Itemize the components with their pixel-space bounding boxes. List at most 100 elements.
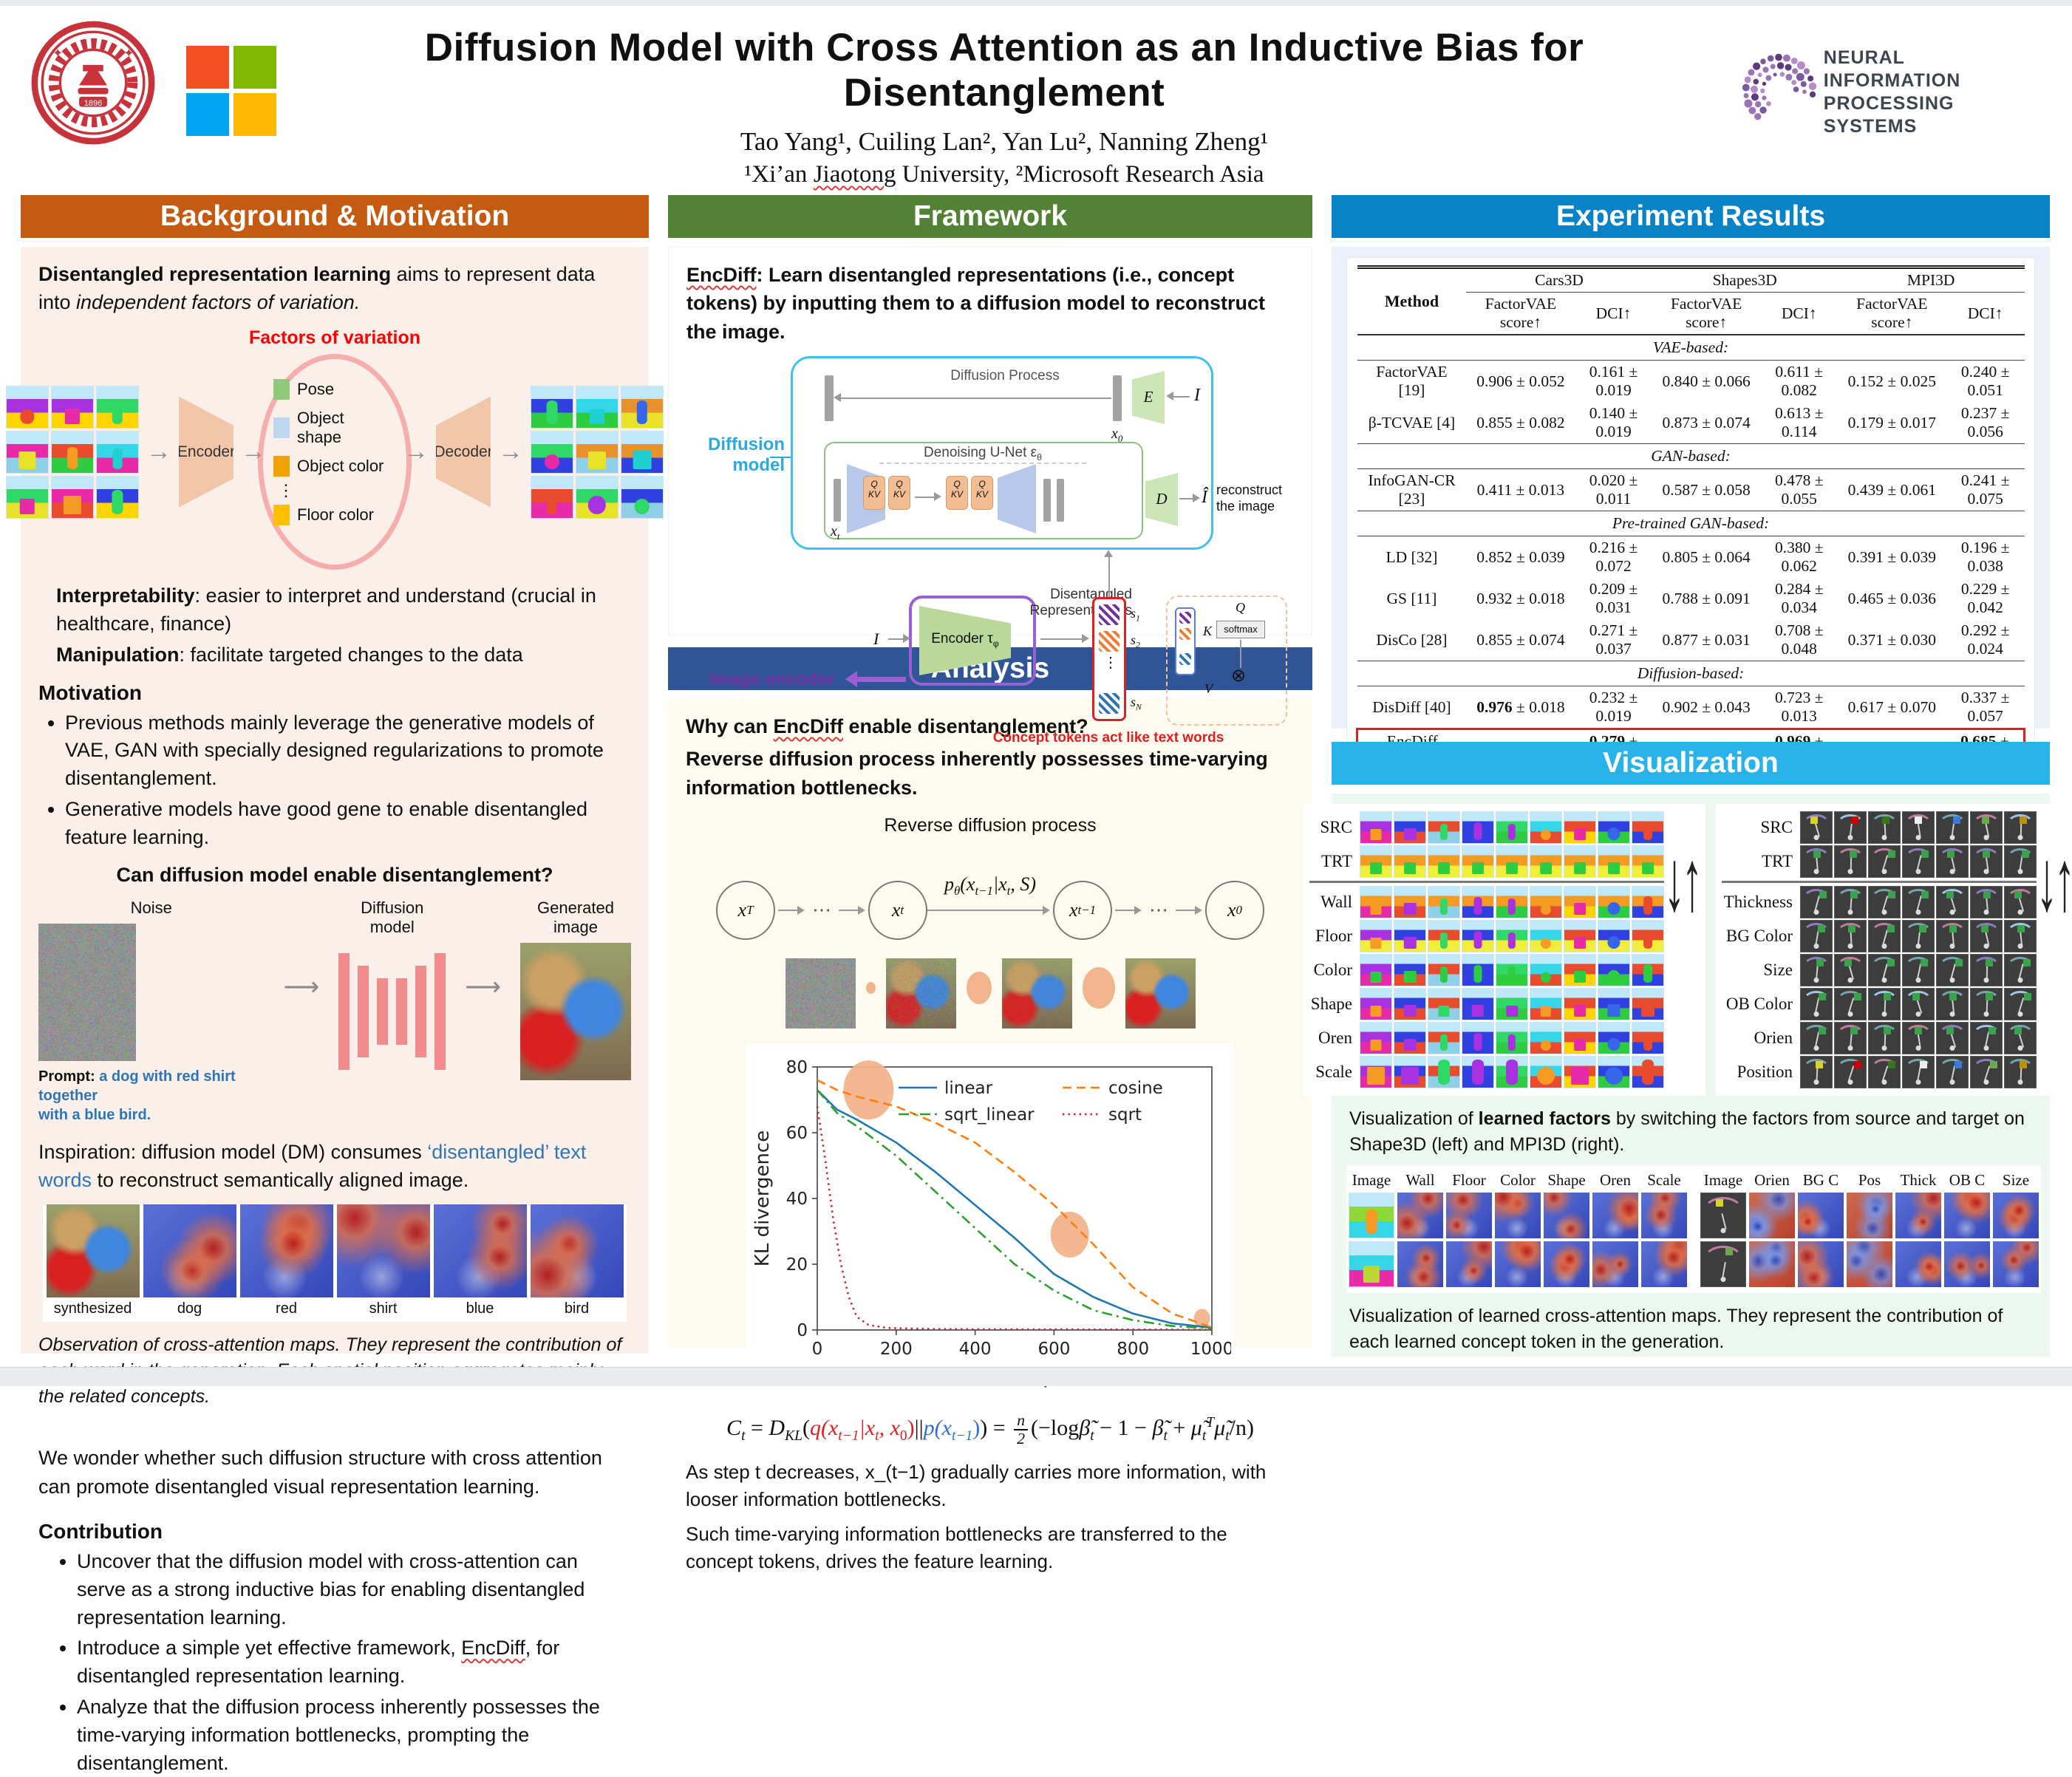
skip-connection-dashed — [879, 462, 1086, 464]
robot-tip — [1816, 1060, 1824, 1068]
robot-tip — [1920, 958, 1928, 966]
arc — [2005, 957, 2035, 980]
object-shape — [1507, 823, 1516, 841]
image-tile — [1462, 954, 1494, 986]
unet-bar — [377, 978, 389, 1045]
table-row: InfoGAN-CR [23] 0.411 ± 0.013 0.020 ± 0.01… — [1368, 471, 2010, 508]
arrowhead-right-icon — [934, 491, 941, 501]
image-tile — [1428, 954, 1460, 986]
bottom-edge-strip — [0, 1367, 2072, 1386]
arc — [1938, 1025, 1967, 1048]
svg-text:400: 400 — [959, 1340, 992, 1359]
image-tile — [2004, 845, 2037, 878]
object-shape — [587, 451, 607, 469]
arc — [1972, 991, 2001, 1014]
object-shape — [1403, 828, 1417, 841]
arrowhead-left-icon — [1166, 391, 1173, 400]
factor-label: Pose — [297, 379, 335, 398]
object-shape — [1540, 972, 1552, 983]
robot-tip — [1983, 850, 1991, 858]
robot-base — [1983, 1011, 1989, 1017]
image-tile — [1564, 1022, 1596, 1054]
image-tile — [51, 430, 94, 474]
arc — [1972, 1025, 2001, 1048]
image-tile — [1360, 988, 1392, 1020]
object-shape — [63, 496, 82, 514]
image-tile — [1970, 954, 2003, 986]
neurips-logo: NEURAL INFORMATION PROCESSING SYSTEMS — [1732, 44, 2042, 140]
vis-row-label: Shape — [1310, 995, 1352, 1013]
svg-text:600: 600 — [1037, 1340, 1070, 1359]
arc — [1836, 1059, 1865, 1082]
object-shape — [633, 450, 652, 469]
column-results-visualization: Experiment Results Method Cars3D Shapes3D M… — [1303, 195, 2072, 1357]
arc — [1938, 814, 1967, 837]
attention-header-row: Image Wall Floor Color Shape Oren Scale — [1349, 1171, 1687, 1190]
object-shape — [1506, 862, 1518, 875]
object-shape — [1643, 963, 1652, 983]
kl-divergence-chart: 02040608002004006008001000Time step tKL … — [746, 1043, 1234, 1400]
framework-panel: EncDiff: Learn disentangled representati… — [668, 247, 1312, 888]
factor-swap-grids: SRC TRT Wall Floor Color Shape Oren Scale ↓↑ SR… — [1303, 804, 2072, 1096]
image-tile — [96, 385, 139, 429]
robot-base — [1915, 834, 1921, 840]
table1-card: Method Cars3D Shapes3D MPI3D FactorVAE score… — [1346, 257, 2035, 783]
robot-base — [1847, 1011, 1853, 1017]
arc — [1904, 957, 1933, 980]
object-shape — [1401, 1067, 1419, 1085]
interpretability-line: Interpretability: easier to interpret an… — [56, 584, 596, 635]
vis-row-label: Floor — [1315, 927, 1352, 945]
image-tile — [2004, 1022, 2037, 1054]
robot-tip — [1983, 890, 1991, 898]
object-shape — [1473, 822, 1482, 841]
svg-text:cosine: cosine — [1108, 1079, 1163, 1098]
image-tile — [1598, 886, 1630, 918]
robot-base — [1847, 1045, 1853, 1051]
object-shape — [1537, 1067, 1555, 1085]
robot-base — [1915, 1079, 1921, 1085]
image-tile — [1970, 988, 2003, 1020]
object-shape — [1540, 1040, 1552, 1051]
image-tile — [1700, 1193, 1746, 1238]
arrow-line — [1179, 497, 1194, 499]
image-tile — [6, 475, 49, 519]
object-shape — [1607, 970, 1621, 983]
svg-text:sqrt_linear: sqrt_linear — [944, 1105, 1035, 1125]
cross-attention-strip: synthesized dog red shirt blue bird — [43, 1204, 627, 1323]
robot-tip — [1725, 1248, 1733, 1256]
arc — [1802, 1059, 1831, 1082]
object-shape — [1641, 1003, 1654, 1017]
contribution-bullets: Uncover that the diffusion model with cr… — [77, 1548, 631, 1777]
arc — [1870, 923, 1899, 946]
input-image-grid — [6, 385, 139, 519]
factors-label: Factors of variation — [249, 327, 420, 348]
svg-text:✦: ✦ — [123, 47, 134, 61]
vis-row-label: OB Color — [1725, 995, 1793, 1013]
concept-token — [1099, 604, 1120, 625]
image-tile — [96, 475, 139, 519]
image-tile — [1902, 920, 1935, 952]
attention-map — [143, 1204, 236, 1298]
reconstructed-image-symbol: Î — [1202, 487, 1207, 507]
unet-bar — [415, 965, 427, 1057]
attention-map — [1495, 1193, 1541, 1238]
object-shape — [1438, 862, 1450, 875]
robot-tip — [1921, 890, 1929, 898]
vis-row-label: TRT — [1761, 852, 1793, 870]
arc — [1802, 923, 1831, 946]
reference-image — [1349, 1241, 1394, 1287]
arc — [1802, 848, 1831, 871]
svg-text:200: 200 — [880, 1340, 913, 1359]
object-shape — [1403, 902, 1417, 915]
svg-text:linear: linear — [944, 1079, 993, 1098]
object-shape — [1642, 1059, 1654, 1085]
robot-base — [1813, 1011, 1819, 1017]
framework-intro: EncDiff: Learn disentangled representati… — [686, 264, 1265, 343]
robot-base — [1983, 977, 1989, 983]
image-encoder-box — [909, 595, 1036, 686]
image-tile — [1834, 920, 1867, 952]
image-tile — [1428, 988, 1460, 1020]
image-tile — [1496, 954, 1528, 986]
robot-tip — [1844, 958, 1853, 966]
unet-block: Diffusion model — [338, 898, 446, 1080]
